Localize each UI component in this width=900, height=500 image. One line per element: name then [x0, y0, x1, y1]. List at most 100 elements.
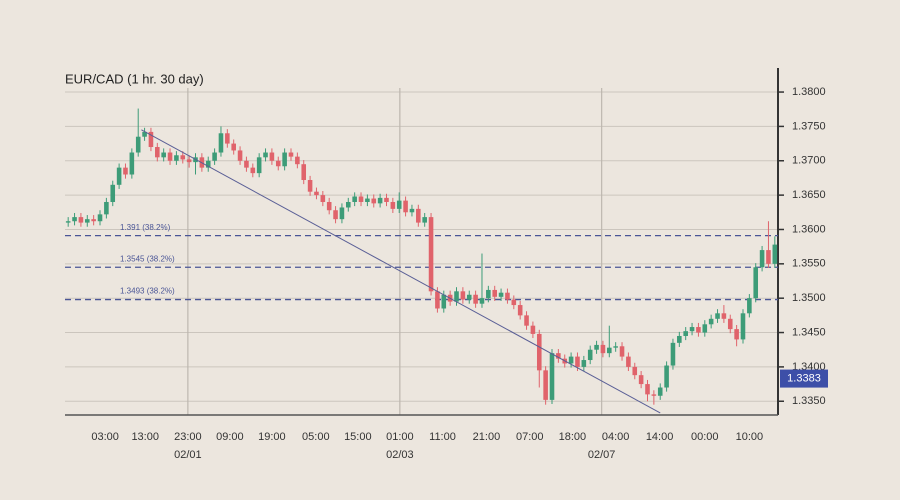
candle-body [384, 197, 389, 202]
chart-title: EUR/CAD (1 hr. 30 day) [65, 71, 204, 86]
candle-body [581, 360, 587, 367]
candle-body [613, 346, 618, 348]
candle-body [568, 356, 574, 364]
candle-body [186, 159, 192, 163]
x-tick-label: 09:00 [216, 431, 244, 443]
candle-body [607, 347, 612, 354]
candle-body [708, 318, 714, 325]
date-label: 02/07 [588, 449, 616, 461]
candle-body [715, 313, 720, 319]
candle-body [352, 196, 357, 202]
x-tick-label: 01:00 [386, 431, 414, 443]
candle-body [549, 353, 555, 400]
candle-body [651, 394, 657, 396]
candle-body [766, 250, 771, 264]
candle-body [218, 133, 224, 153]
candle-body [734, 329, 739, 340]
candle-body [587, 349, 593, 361]
candle-body [377, 197, 383, 204]
candle-body [416, 208, 421, 223]
candle-body [594, 344, 599, 350]
candle-body [536, 333, 542, 371]
candle-body [428, 217, 434, 292]
candle-body [91, 219, 96, 222]
candle-body [65, 221, 71, 223]
candle-body [295, 156, 300, 165]
candle-body [498, 292, 504, 297]
level-label: 1.391 (38.2%) [120, 223, 171, 232]
candle-body [307, 180, 313, 192]
candle-body [269, 152, 275, 161]
candle-body [530, 325, 536, 334]
candle-body [84, 219, 90, 223]
candle-body [683, 331, 688, 336]
candle-body [556, 353, 561, 359]
candle-body [600, 344, 606, 354]
candle-body [543, 370, 548, 400]
y-tick-label: 1.3450 [792, 326, 826, 338]
candle-body [747, 298, 752, 314]
candle-body [670, 342, 676, 366]
y-tick-label: 1.3550 [792, 258, 826, 270]
candle-body [116, 167, 122, 185]
candle-body [645, 384, 650, 395]
candle-body [486, 289, 491, 299]
x-tick-label: 00:00 [691, 431, 719, 443]
candle-body [135, 136, 141, 153]
candle-body [97, 214, 103, 222]
candle-body [524, 315, 529, 326]
y-tick-label: 1.3800 [792, 86, 826, 98]
x-tick-label: 07:00 [516, 431, 544, 443]
candle-body [326, 201, 332, 211]
candle-body [371, 198, 377, 204]
candle-body [664, 365, 669, 388]
candle-body [396, 200, 402, 209]
candle-body [345, 201, 351, 208]
candle-body [619, 346, 625, 357]
candle-body [320, 195, 326, 202]
candle-body [142, 131, 147, 137]
candle-body [632, 366, 638, 376]
candle-body [148, 131, 154, 148]
candle-body [275, 160, 281, 167]
candle-body [466, 294, 472, 300]
candle-body [727, 318, 733, 330]
x-tick-label: 19:00 [258, 431, 286, 443]
candle-body [225, 133, 230, 144]
level-label: 1.3493 (38.2%) [120, 287, 175, 296]
candle-body [409, 208, 415, 213]
candle-body [237, 150, 243, 161]
candle-body [441, 294, 447, 309]
candle-body [575, 356, 580, 367]
candle-body [161, 152, 166, 158]
candle-body [657, 387, 663, 396]
candle-body [314, 191, 319, 196]
candle-body [677, 335, 682, 343]
candle-body [167, 152, 173, 161]
candle-body [721, 313, 727, 319]
candle-body [753, 267, 759, 299]
candle-body [282, 152, 287, 167]
candle-body [638, 375, 644, 385]
candle-body [365, 198, 370, 202]
candle-body [174, 155, 179, 161]
candle-body [263, 152, 268, 158]
candle-body [129, 152, 135, 175]
y-tick-label: 1.3500 [792, 292, 826, 304]
x-tick-label: 05:00 [302, 431, 330, 443]
x-tick-label: 21:00 [473, 431, 501, 443]
y-tick-label: 1.3700 [792, 155, 826, 167]
candle-body [155, 147, 160, 158]
candle-body [454, 291, 459, 302]
candle-body [205, 160, 211, 168]
candle-body [422, 217, 427, 223]
candle-body [759, 250, 765, 268]
trend-line [141, 129, 661, 414]
candle-body [123, 167, 128, 175]
price-tag [780, 369, 828, 388]
candle-body [78, 217, 84, 223]
candle-body [435, 291, 440, 309]
date-label: 02/01 [174, 449, 202, 461]
